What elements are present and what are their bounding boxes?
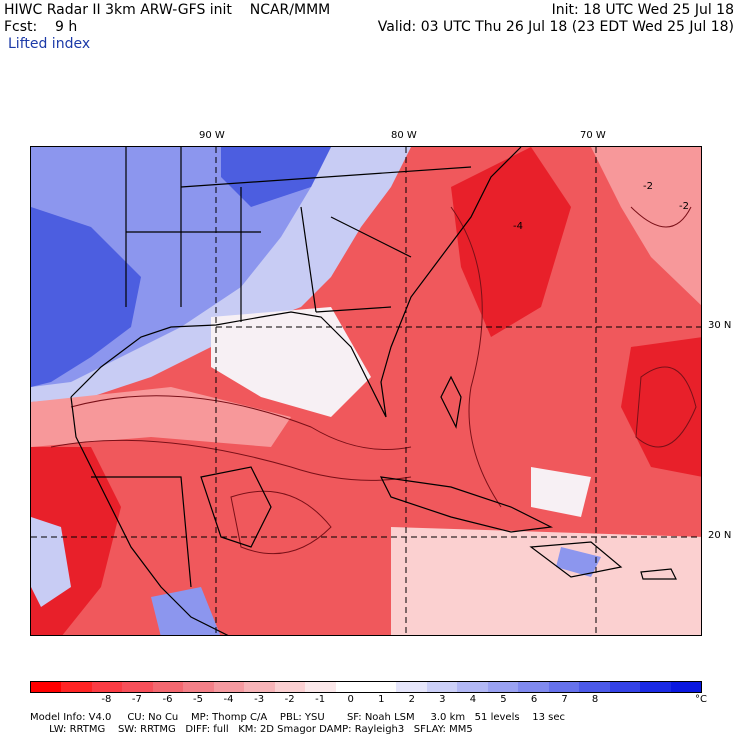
colorbar-swatch: [274, 682, 306, 692]
lat-label-30n: 30 N: [708, 320, 732, 331]
field-weak-pos-pacific: [31, 517, 71, 607]
colorbar-tick-label: 0: [347, 694, 354, 705]
colorbar-tick-label: 3: [439, 694, 446, 705]
field-mid-neg-ne: [591, 147, 701, 306]
colorbar-swatch: [183, 682, 214, 692]
colorbar-swatch: [213, 682, 245, 692]
colorbar-tick-label: -8: [101, 694, 112, 705]
init-time: Init: 18 UTC Wed 25 Jul 18: [551, 2, 734, 18]
colorbar-tick-label: 2: [408, 694, 415, 705]
coastline: [640, 568, 677, 580]
colorbar-swatch: [579, 682, 610, 692]
field-pos-hispaniola: [556, 547, 601, 577]
run-title: HIWC Radar II 3km ARW-GFS init NCAR/MMM: [4, 2, 331, 18]
contour-line: [70, 395, 412, 450]
colorbar-swatch: [396, 682, 427, 692]
colorbar-tick-label: -5: [193, 694, 203, 705]
colorbar-swatch: [61, 682, 92, 692]
contour-line: [50, 439, 412, 481]
forecast-hour: Fcst: 9 h: [4, 19, 78, 35]
country-border: [91, 476, 192, 588]
colorbar-swatch: [31, 682, 62, 692]
contour-line: [230, 490, 332, 555]
field-strong-neg-east: [621, 337, 701, 477]
colorbar-tick-label: -3: [254, 694, 265, 705]
coastline: [70, 396, 229, 635]
colorbar-swatch: [152, 682, 184, 692]
colorbar-tick-label: 1: [378, 694, 385, 705]
colorbar-swatch: [518, 682, 549, 692]
colorbar-tick-label: 8: [591, 694, 599, 705]
coastline: [440, 375, 462, 429]
valid-time: Valid: 03 UTC Thu 26 Jul 18 (23 EDT Wed …: [377, 19, 734, 35]
field-strong-pos-north: [221, 147, 331, 207]
map-canvas: -2 -2 -4: [31, 147, 701, 635]
colorbar-swatch: [609, 682, 641, 692]
state-border: [330, 216, 412, 258]
field-neutral-gulf: [211, 307, 371, 417]
model-info-line1: Model Info: V4.0 CU: No Cu MP: Thomp C/A…: [30, 712, 566, 723]
state-border: [300, 206, 317, 313]
state-border: [315, 306, 392, 313]
colorbar-tick-label: -2: [284, 694, 295, 705]
field-weak-neg-caribbean: [391, 527, 701, 635]
coastline: [200, 466, 272, 548]
colorbar-tick-label: 5: [500, 694, 507, 705]
model-info-line2: LW: RRTMG SW: RRTMG DIFF: full KM: 2D Sm…: [30, 724, 473, 735]
contour-label: -2: [643, 181, 653, 192]
contour-label: -4: [513, 221, 523, 232]
colorbar-swatch: [365, 682, 397, 692]
lon-label-80w: 80 W: [391, 130, 417, 141]
lifted-index-map: -2 -2 -4: [30, 146, 702, 636]
colorbar-ticks: -8 -7 -6 -5 -4 -3 -2 -1 0 1 2 3 4 5 6 7 8: [30, 694, 702, 706]
lat-label-20n: 20 N: [708, 530, 732, 541]
coastline: [70, 147, 522, 418]
field-name: Lifted index: [8, 36, 91, 52]
coastline: [379, 476, 554, 533]
contour-line: [450, 206, 502, 508]
colorbar-tick-label: 4: [469, 694, 477, 705]
colorbar-swatch: [457, 682, 488, 692]
colorbar-tick-label: -6: [162, 694, 173, 705]
colorbar-swatch: [335, 682, 366, 692]
colorbar-tick-label: 6: [530, 694, 538, 705]
coastline: [529, 541, 623, 578]
contour-line: [630, 206, 692, 228]
colorbar-unit: °C: [695, 694, 707, 705]
colorbar-swatch: [487, 682, 519, 692]
contour-line: [635, 366, 697, 448]
field-strong-pos-texas: [31, 207, 141, 387]
colorbar-swatch: [244, 682, 275, 692]
colorbar-tick-label: 7: [561, 694, 568, 705]
colorbar-tick-label: -1: [315, 694, 326, 705]
colorbar-swatch: [548, 682, 580, 692]
colorbar-swatch: [640, 682, 671, 692]
colorbar-tick-label: -4: [223, 694, 234, 705]
lon-label-70w: 70 W: [580, 130, 606, 141]
field-neutral-cuba: [531, 467, 591, 517]
colorbar-swatch: [122, 682, 153, 692]
lon-label-90w: 90 W: [199, 130, 225, 141]
colorbar: [30, 681, 702, 693]
colorbar-swatch: [305, 682, 336, 692]
colorbar-tick-label: -7: [131, 694, 142, 705]
colorbar-swatch: [670, 682, 701, 692]
colorbar-swatch: [91, 682, 123, 692]
contour-label: -2: [679, 201, 689, 212]
state-border: [180, 166, 472, 188]
colorbar-swatch: [426, 682, 458, 692]
